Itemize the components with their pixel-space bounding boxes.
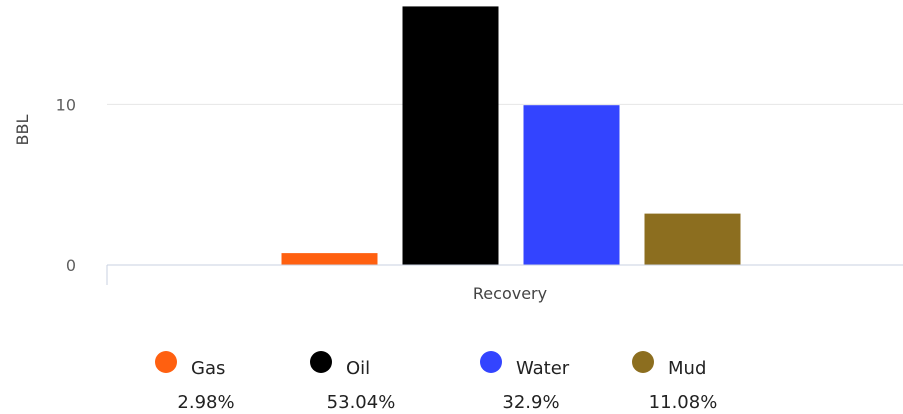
legend-percent: 11.08% bbox=[649, 392, 718, 413]
legend-item-gas[interactable]: Gas 2.98% bbox=[155, 351, 235, 413]
legend-item-oil[interactable]: Oil 53.04% bbox=[310, 351, 395, 413]
legend-label: Oil bbox=[346, 358, 370, 379]
bar-water[interactable] bbox=[523, 105, 620, 266]
y-tick-labels: 0 10 bbox=[56, 95, 76, 275]
legend-percent: 53.04% bbox=[327, 392, 396, 413]
bar-gas[interactable] bbox=[281, 253, 378, 265]
y-tick-label: 10 bbox=[56, 95, 76, 114]
bars bbox=[281, 6, 741, 266]
x-axis-title: Recovery bbox=[473, 284, 547, 303]
legend-label: Gas bbox=[191, 358, 225, 379]
legend-marker bbox=[310, 351, 332, 373]
legend-item-mud[interactable]: Mud 11.08% bbox=[632, 351, 717, 413]
legend-label: Water bbox=[516, 358, 570, 379]
legend[interactable]: Gas 2.98% Oil 53.04% Water 32.9% Mud 11.08% bbox=[155, 351, 717, 413]
legend-percent: 32.9% bbox=[502, 392, 559, 413]
bar-oil[interactable] bbox=[402, 6, 499, 265]
legend-marker bbox=[480, 351, 502, 373]
legend-marker bbox=[155, 351, 177, 373]
legend-percent: 2.98% bbox=[177, 392, 234, 413]
bar-mud[interactable] bbox=[644, 213, 741, 265]
y-axis-title: BBL bbox=[13, 114, 32, 145]
axes: Recovery BBL bbox=[13, 114, 903, 303]
legend-marker bbox=[632, 351, 654, 373]
y-tick-label: 0 bbox=[66, 256, 76, 275]
legend-item-water[interactable]: Water 32.9% bbox=[480, 351, 570, 413]
legend-label: Mud bbox=[668, 358, 706, 379]
